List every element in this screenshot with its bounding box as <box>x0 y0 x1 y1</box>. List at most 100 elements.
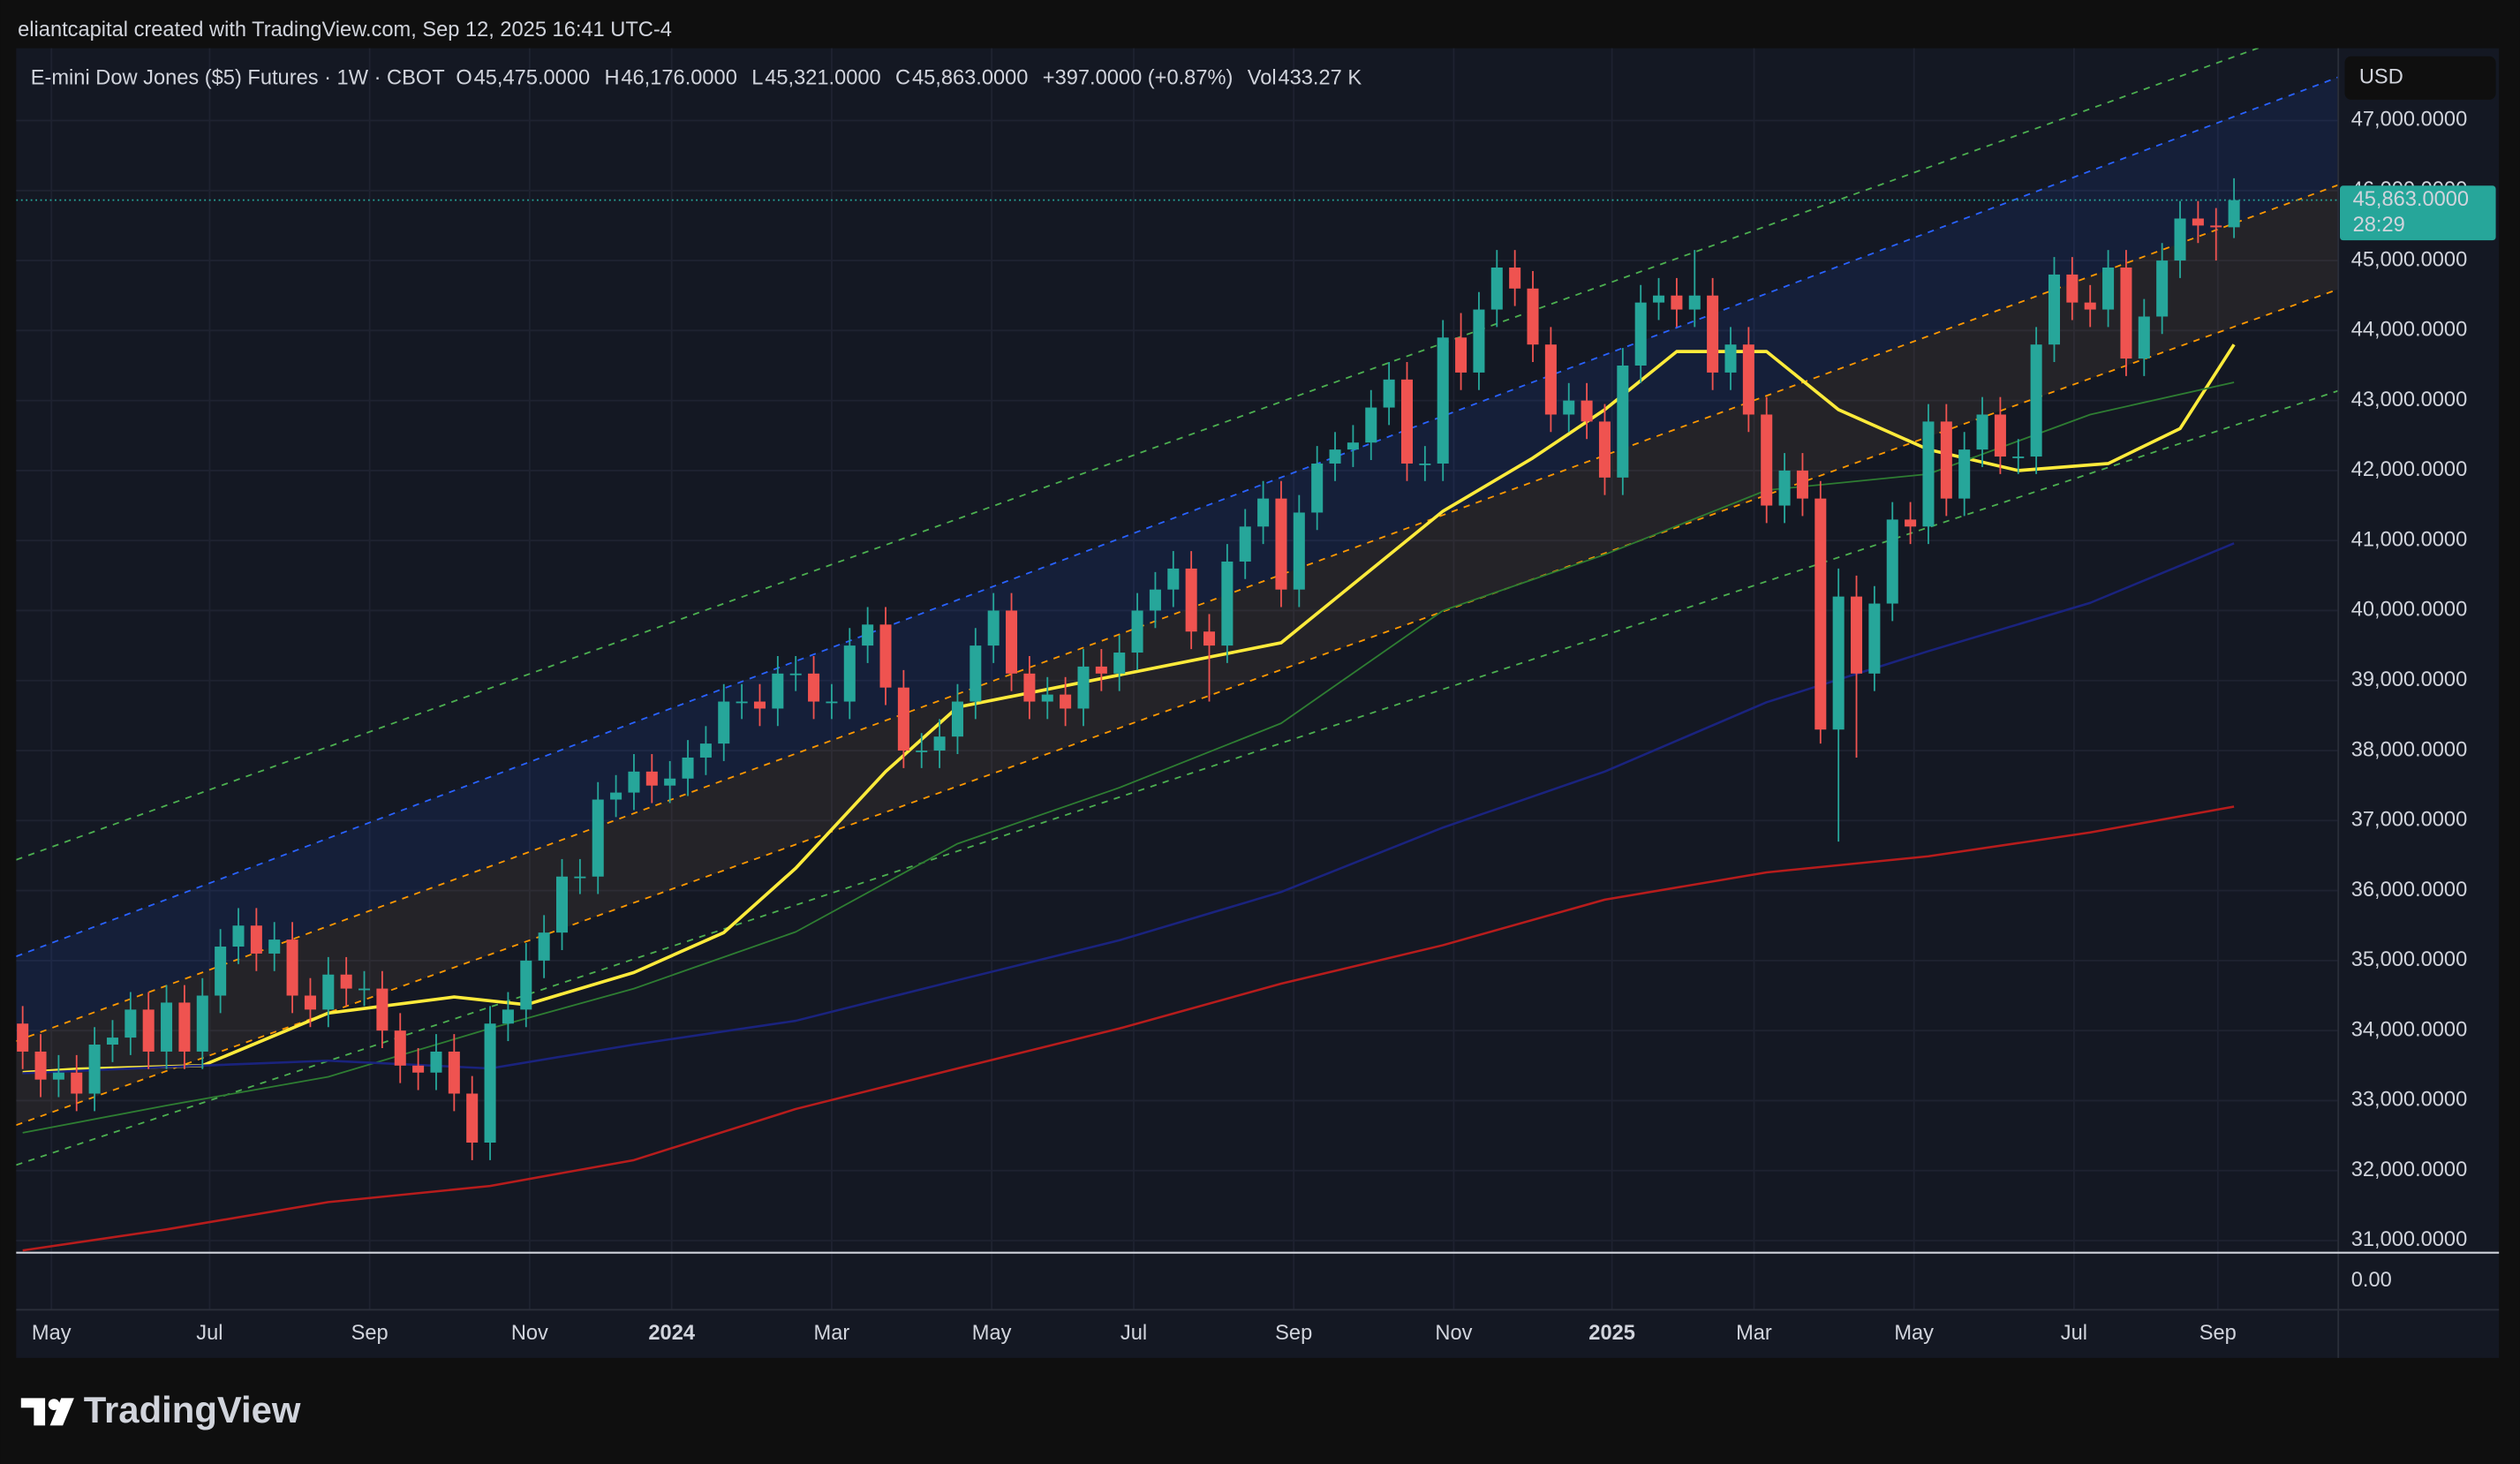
candle-body <box>1257 498 1270 527</box>
last-price-box <box>2340 185 2496 241</box>
candle-body <box>933 736 946 751</box>
x-tick-label: Mar <box>1736 1322 1772 1345</box>
candle-body <box>322 974 335 1010</box>
candle-body <box>161 1002 173 1052</box>
candle-body <box>412 1065 425 1073</box>
candle-body <box>1400 379 1414 464</box>
candle-body <box>124 1009 137 1038</box>
y-tick-label: 40,000.0000 <box>2351 599 2467 622</box>
x-tick-label: Sep <box>1275 1322 1312 1345</box>
candle-body <box>268 940 281 954</box>
candle-body <box>808 673 820 702</box>
candle-body <box>2048 274 2061 345</box>
candle-body <box>1598 421 1611 478</box>
candle-body <box>88 1045 101 1094</box>
legend-value: 45,321.0000 <box>765 66 880 89</box>
candle-body <box>1832 596 1845 730</box>
legend-key: H <box>605 66 620 89</box>
candle-body <box>178 1002 191 1052</box>
candle-body <box>1922 421 1935 527</box>
candle-body <box>304 995 316 1010</box>
candle-body <box>682 757 694 779</box>
x-tick-label: Nov <box>1435 1322 1472 1345</box>
candle-body <box>2174 218 2186 261</box>
header: eliantcapital created with TradingView.c… <box>18 19 672 42</box>
legend: E-mini Dow Jones ($5) Futures · 1W · CBO… <box>31 66 1362 89</box>
candle-body <box>538 932 550 961</box>
y-tick-label: 47,000.0000 <box>2351 109 2467 132</box>
volume-axis-label: 0.00 <box>2351 1269 2392 1292</box>
candle-body <box>484 1023 496 1143</box>
candle-body <box>1060 694 1072 709</box>
currency-box[interactable] <box>2344 56 2496 100</box>
candle-body <box>862 624 874 646</box>
x-tick-label: May <box>1894 1322 1934 1345</box>
candle-body <box>1976 414 1988 450</box>
candle-body <box>1455 337 1467 373</box>
candle-body <box>987 610 1000 646</box>
y-tick-label: 44,000.0000 <box>2351 319 2467 342</box>
y-tick-label: 34,000.0000 <box>2351 1018 2467 1041</box>
candle-body <box>1724 344 1737 373</box>
candle-body <box>1347 442 1359 450</box>
legend-value: 433.27 K <box>1278 66 1362 89</box>
candle-body <box>897 687 909 751</box>
candle-body <box>1851 596 1863 674</box>
x-tick-label: Sep <box>351 1322 389 1345</box>
candle-body <box>1581 400 1593 422</box>
y-tick-label: 32,000.0000 <box>2351 1158 2467 1181</box>
candle-body <box>106 1038 118 1045</box>
candle-body <box>1419 463 1431 465</box>
legend-value: 45,475.0000 <box>474 66 590 89</box>
y-tick-label: 45,000.0000 <box>2351 248 2467 271</box>
candle-body <box>574 876 586 879</box>
candle-body <box>1006 610 1018 674</box>
candle-body <box>17 1023 29 1052</box>
candle-body <box>1671 295 1683 310</box>
y-tick-label: 43,000.0000 <box>2351 389 2467 411</box>
moving-average <box>22 381 2235 1134</box>
candle-body <box>430 1051 442 1073</box>
candle-body <box>1221 561 1234 646</box>
candle-body <box>1617 365 1629 478</box>
candle-body <box>142 1009 155 1052</box>
candle-body <box>1527 288 1539 345</box>
candle-body <box>951 701 963 737</box>
candle-body <box>52 1072 64 1080</box>
candle-body <box>645 771 658 786</box>
candle-body <box>1041 694 1053 702</box>
candle-body <box>1490 267 1503 310</box>
candle-body <box>2066 274 2079 303</box>
x-tick-label: Sep <box>2199 1322 2237 1345</box>
candle-body <box>1239 526 1251 562</box>
candle-body <box>2156 260 2169 317</box>
candle-body <box>772 673 784 709</box>
candle-body <box>2102 267 2115 310</box>
grid <box>16 48 2339 1310</box>
candle-body <box>34 1051 47 1080</box>
candle-body <box>610 792 622 800</box>
candle-body <box>502 1009 514 1024</box>
candle-body <box>358 988 371 991</box>
candle-body <box>879 624 892 688</box>
y-tick-label: 42,000.0000 <box>2351 458 2467 481</box>
candle-body <box>1868 603 1881 674</box>
brand: TradingView <box>84 1389 301 1430</box>
candle-body <box>1473 309 1485 373</box>
candle-body <box>2120 267 2132 359</box>
candle-body <box>1383 379 1395 408</box>
x-tick-label: Jul <box>1120 1322 1147 1345</box>
currency[interactable]: USD <box>2359 66 2403 89</box>
candle-body <box>1131 610 1143 653</box>
last-price-label: 45,863.0000 <box>2353 188 2469 211</box>
legend-symbol: E-mini Dow Jones ($5) Futures · 1W · CBO… <box>31 66 445 89</box>
candle-body <box>250 925 262 954</box>
legend-change: +397.0000 (+0.87%) <box>1043 66 1234 89</box>
candle-body <box>592 799 604 877</box>
candle-body <box>699 743 712 758</box>
countdown: 28:29 <box>2353 214 2405 237</box>
candle-body <box>2084 302 2096 310</box>
y-tick-label: 33,000.0000 <box>2351 1089 2467 1112</box>
